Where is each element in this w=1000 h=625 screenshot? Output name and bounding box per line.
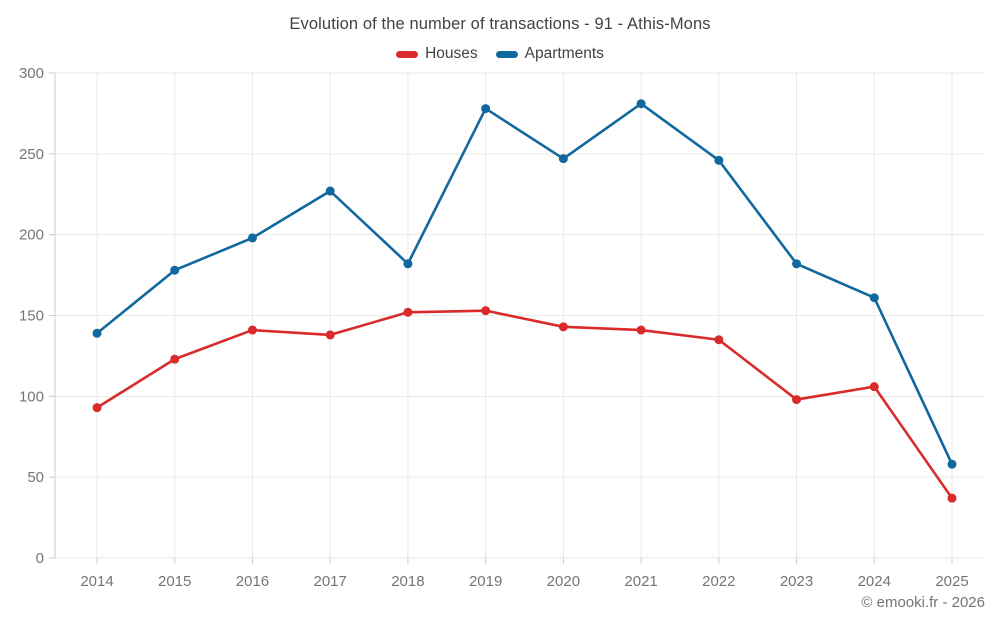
data-point-apartments[interactable] — [403, 259, 413, 269]
x-tick-label: 2023 — [780, 573, 813, 590]
data-point-houses[interactable] — [170, 354, 180, 364]
data-point-houses[interactable] — [247, 325, 257, 335]
legend-item-apartments[interactable]: Apartments — [495, 45, 604, 63]
x-tick-label: 2016 — [236, 573, 269, 590]
x-tick-label: 2019 — [469, 573, 502, 590]
y-tick-label: 150 — [19, 308, 44, 325]
copyright-text: © emooki.fr - 2026 — [861, 594, 985, 611]
y-tick-label: 200 — [19, 227, 44, 244]
series-line-apartments[interactable] — [95, 102, 954, 466]
data-point-apartments[interactable] — [170, 265, 180, 275]
data-point-apartments[interactable] — [947, 459, 957, 469]
y-tick-label: 250 — [19, 146, 44, 163]
data-point-apartments[interactable] — [636, 99, 646, 109]
data-point-houses[interactable] — [636, 325, 646, 335]
y-tick-label: 50 — [27, 469, 44, 486]
data-point-houses[interactable] — [714, 335, 724, 345]
x-tick-label: 2018 — [391, 573, 424, 590]
data-point-apartments[interactable] — [247, 233, 257, 243]
data-point-houses[interactable] — [947, 493, 957, 503]
data-point-apartments[interactable] — [792, 259, 802, 269]
data-point-apartments[interactable] — [481, 104, 491, 114]
data-point-houses[interactable] — [481, 306, 491, 316]
series-line-houses[interactable] — [95, 309, 954, 500]
legend-item-houses[interactable]: Houses — [396, 45, 478, 63]
houses-legend-marker — [396, 50, 419, 58]
x-tick-label: 2014 — [80, 573, 113, 590]
apartments-legend-marker — [495, 50, 518, 58]
data-point-apartments[interactable] — [714, 155, 724, 165]
data-point-apartments[interactable] — [869, 293, 879, 303]
data-point-houses[interactable] — [558, 322, 568, 332]
x-tick-label: 2017 — [313, 573, 346, 590]
y-tick-label: 300 — [19, 65, 44, 82]
x-tick-label: 2025 — [935, 573, 968, 590]
x-tick-label: 2021 — [624, 573, 657, 590]
houses-legend-label: Houses — [425, 45, 478, 62]
x-tick-label: 2024 — [858, 573, 891, 590]
data-point-houses[interactable] — [792, 395, 802, 405]
data-point-apartments[interactable] — [92, 328, 102, 338]
x-tick-label: 2022 — [702, 573, 735, 590]
y-tick-label: 100 — [19, 388, 44, 405]
chart-legend: Houses Apartments — [0, 45, 1000, 63]
data-point-houses[interactable] — [403, 307, 413, 317]
data-point-apartments[interactable] — [558, 154, 568, 164]
data-point-apartments[interactable] — [325, 186, 335, 196]
y-tick-label: 0 — [36, 550, 44, 567]
data-point-houses[interactable] — [92, 403, 102, 413]
x-tick-label: 2015 — [158, 573, 191, 590]
chart-title: Evolution of the number of transactions … — [289, 15, 711, 33]
x-tick-label: 2020 — [547, 573, 580, 590]
data-point-houses[interactable] — [325, 330, 335, 340]
apartments-legend-label: Apartments — [524, 45, 604, 62]
data-point-houses[interactable] — [869, 382, 879, 392]
